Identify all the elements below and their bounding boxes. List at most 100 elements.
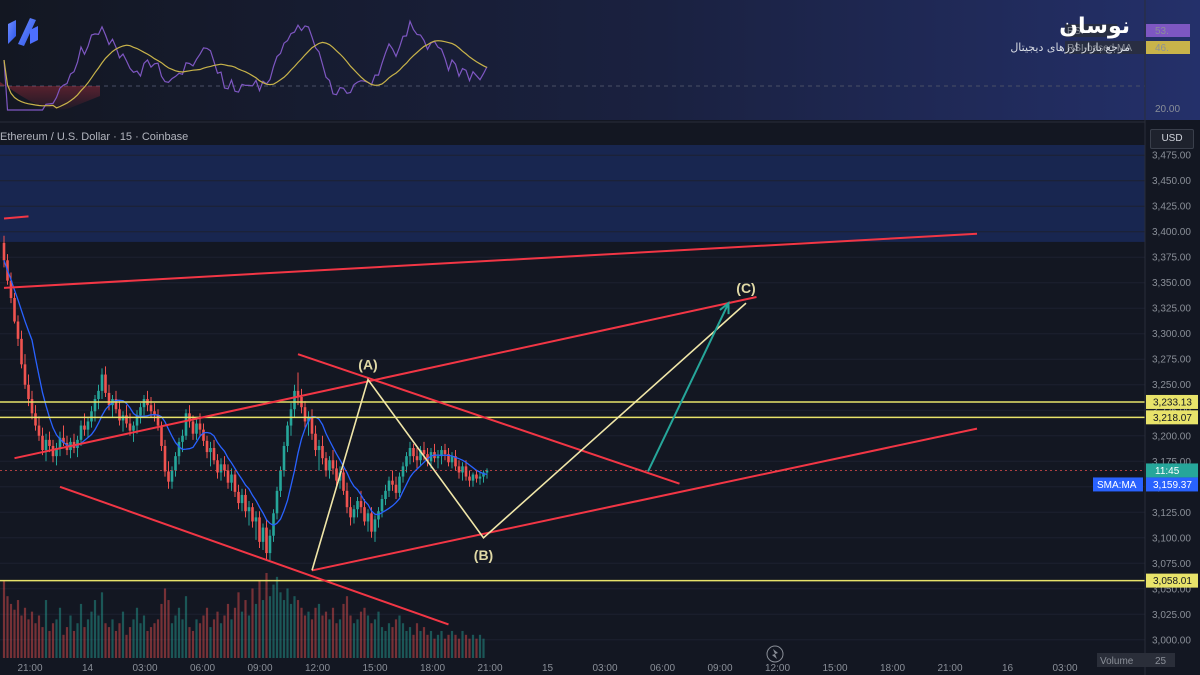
candle-body xyxy=(342,472,345,491)
candle-body xyxy=(314,433,317,451)
volume-bar xyxy=(394,619,398,658)
volume-bar xyxy=(475,638,478,658)
volume-bar xyxy=(114,630,118,658)
rsi-value-badge xyxy=(1146,24,1190,37)
rsi-ma-legend-label: RSI-based MA xyxy=(1067,43,1132,54)
wave-path[interactable] xyxy=(311,302,747,571)
level-price-badge xyxy=(1146,573,1198,588)
replay-icon[interactable] xyxy=(766,645,784,663)
projection-arrow[interactable] xyxy=(647,302,730,472)
volume-bar xyxy=(380,627,384,658)
rsi-ma-value: 46. xyxy=(1155,43,1169,54)
currency-button[interactable]: USD xyxy=(1150,129,1194,149)
volume-bar xyxy=(9,603,13,658)
trendline[interactable] xyxy=(311,427,978,572)
time-tick-label: 18:00 xyxy=(420,663,445,674)
volume-bar xyxy=(258,580,261,658)
candle-body xyxy=(79,425,83,440)
time-tick-label: 12:00 xyxy=(305,663,330,674)
candle-body xyxy=(181,435,184,442)
candle-body xyxy=(191,421,195,434)
volume-bar xyxy=(335,623,338,658)
candle-body xyxy=(139,407,142,416)
volume-bar xyxy=(184,596,188,658)
rsi-legend-box xyxy=(1065,24,1117,37)
volume-bar xyxy=(422,627,426,658)
volume-bar xyxy=(289,603,293,658)
volume-bar xyxy=(373,619,377,658)
volume-bar xyxy=(307,611,310,658)
volume-bar xyxy=(384,630,387,658)
wave-pattern[interactable]: (A) (B) (C) xyxy=(311,280,756,571)
candle-body xyxy=(30,399,34,414)
candle-body xyxy=(132,425,135,431)
volume-bar xyxy=(58,607,62,658)
volume-bar xyxy=(170,623,174,658)
candle-body xyxy=(237,491,240,504)
volume-value: 25 xyxy=(1155,656,1167,667)
rsi-line xyxy=(3,19,488,111)
volume-bar xyxy=(62,634,65,658)
candle-body xyxy=(349,507,352,518)
volume-bar xyxy=(177,607,181,658)
candle-body xyxy=(202,429,205,441)
trendline[interactable] xyxy=(3,232,978,289)
time-tick-label: 06:00 xyxy=(190,663,215,674)
time-tick-label: 21:00 xyxy=(477,663,502,674)
candle-body xyxy=(412,448,415,457)
candle-body xyxy=(401,466,405,477)
rsi-ma-legend-box xyxy=(1065,41,1145,54)
time-tick-label: 12:00 xyxy=(765,663,790,674)
price-tick-label: 3,375.00 xyxy=(1152,253,1191,264)
volume-bar xyxy=(254,603,258,658)
volume-bar xyxy=(412,634,415,658)
level-price-badge xyxy=(1146,394,1198,409)
price-tick-label: 3,425.00 xyxy=(1152,202,1191,213)
volume-bar xyxy=(44,600,48,658)
volume-bar xyxy=(41,627,44,658)
volume-bar xyxy=(471,634,475,658)
candle-body xyxy=(90,411,93,422)
candles xyxy=(2,235,489,561)
volume-bar xyxy=(268,596,272,658)
rsi-legend-label: RSI xyxy=(1067,26,1084,37)
rsi-panel-background xyxy=(0,0,1200,120)
trendlines[interactable] xyxy=(3,215,978,626)
volume-bar xyxy=(198,623,202,658)
rsi-ma-line xyxy=(3,40,488,109)
trendline[interactable] xyxy=(14,296,757,460)
candle-body xyxy=(279,470,282,491)
volume-bar xyxy=(23,607,27,658)
trendline[interactable] xyxy=(3,215,29,220)
trendline[interactable] xyxy=(297,353,680,485)
candle-body xyxy=(370,513,373,532)
horizontal-levels[interactable] xyxy=(0,401,1145,582)
volume-bar xyxy=(16,600,20,658)
volume-bar xyxy=(370,623,373,658)
candle-body xyxy=(352,509,356,518)
volume-bar xyxy=(174,615,177,658)
candle-body xyxy=(184,413,188,436)
volume-label-box xyxy=(1097,653,1175,667)
candle-body xyxy=(254,517,258,522)
candle-body xyxy=(356,501,359,510)
volume-bar xyxy=(37,615,41,658)
volume-bar xyxy=(146,630,149,658)
time-tick-label: 21:00 xyxy=(17,663,42,674)
candle-body xyxy=(485,470,489,473)
candle-body xyxy=(9,280,13,299)
candle-body xyxy=(426,454,429,462)
price-tick-label: 3,250.00 xyxy=(1152,380,1191,391)
time-tick-label: 15:00 xyxy=(822,663,847,674)
candle-body xyxy=(450,456,454,463)
trendline[interactable] xyxy=(59,485,449,626)
price-tick-label: 3,275.00 xyxy=(1152,355,1191,366)
volume-bar xyxy=(118,623,121,658)
time-tick-label: 14 xyxy=(82,663,94,674)
volume-bar xyxy=(191,630,195,658)
volume-bar xyxy=(247,615,251,658)
volume-bar xyxy=(408,627,412,658)
candle-body xyxy=(415,456,419,461)
volume-bar xyxy=(142,615,146,658)
